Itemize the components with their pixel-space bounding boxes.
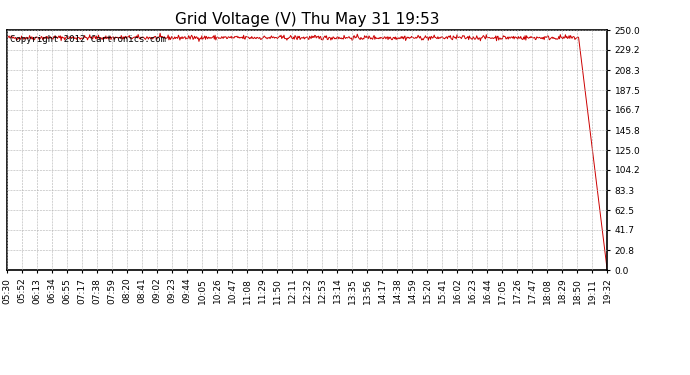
Text: Copyright 2012 Cartronics.com: Copyright 2012 Cartronics.com <box>10 35 166 44</box>
Title: Grid Voltage (V) Thu May 31 19:53: Grid Voltage (V) Thu May 31 19:53 <box>175 12 440 27</box>
